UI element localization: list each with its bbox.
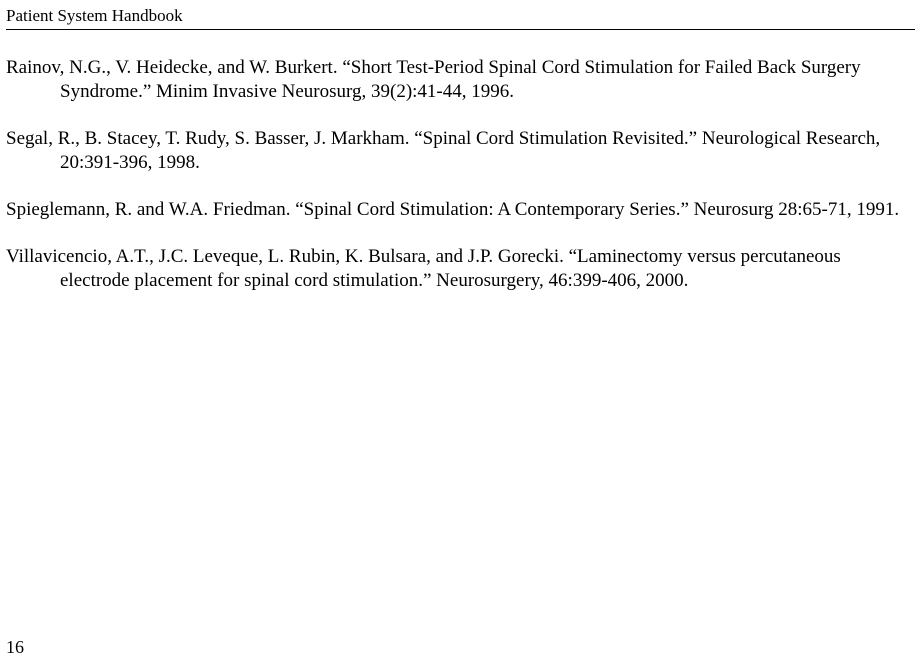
- reference-entry: Segal, R., B. Stacey, T. Rudy, S. Basser…: [6, 127, 915, 175]
- document-page: Patient System Handbook Rainov, N.G., V.…: [0, 0, 921, 668]
- page-number: 16: [6, 637, 24, 658]
- reference-entry: Rainov, N.G., V. Heidecke, and W. Burker…: [6, 56, 915, 104]
- reference-entry: Spieglemann, R. and W.A. Friedman. “Spin…: [6, 198, 915, 222]
- reference-entry: Villavicencio, A.T., J.C. Leveque, L. Ru…: [6, 245, 915, 293]
- header-title: Patient System Handbook: [6, 6, 183, 25]
- page-header: Patient System Handbook: [6, 6, 915, 30]
- references-block: Rainov, N.G., V. Heidecke, and W. Burker…: [6, 56, 915, 316]
